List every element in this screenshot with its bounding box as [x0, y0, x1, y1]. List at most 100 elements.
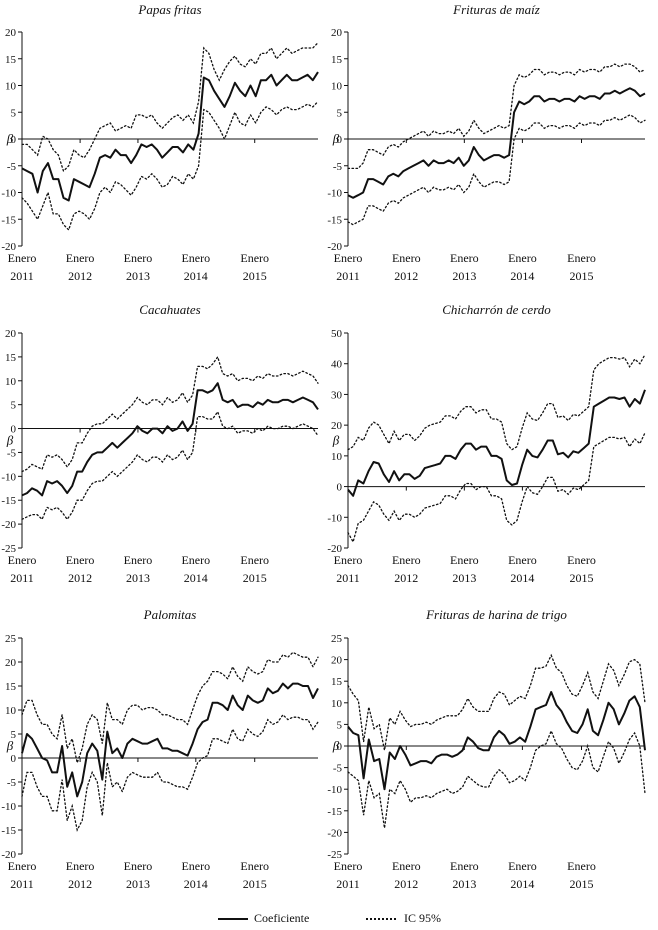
chart-title: Papas fritas — [137, 2, 201, 17]
coef-series-line — [21, 71, 319, 202]
x-tick-label: Enero — [508, 553, 537, 567]
x-tick-year: 2015 — [570, 269, 594, 283]
y-tick-label: -15 — [327, 806, 342, 818]
y-tick-label: 15 — [5, 352, 17, 364]
coef-series-line — [347, 691, 646, 791]
y-tick-label: -20 — [327, 241, 342, 253]
ci-series-line — [347, 432, 646, 544]
chart-title: Cacahuates — [139, 302, 200, 317]
ci-series-line — [21, 713, 319, 832]
y-axis-label: β — [332, 131, 340, 146]
x-tick-year: 2012 — [394, 877, 418, 891]
x-tick-label: Enero — [567, 553, 596, 567]
y-tick-label: -5 — [333, 763, 343, 775]
x-tick-year: 2014 — [184, 269, 208, 283]
x-tick-label: Enero — [240, 251, 269, 265]
coef-series-line — [21, 682, 319, 798]
x-tick-year: 2014 — [184, 571, 208, 585]
y-tick-label: 10 — [5, 81, 17, 93]
y-tick-label: 20 — [331, 27, 343, 39]
y-tick-label: -20 — [327, 543, 342, 555]
y-tick-label: 5 — [337, 719, 343, 731]
x-tick-year: 2014 — [184, 877, 208, 891]
chart-panel-1: Papas fritas -20 -15 -10 -5 0 5 10 15 20 β Enero 201… — [1, 2, 319, 283]
y-tick-label: 10 — [5, 705, 17, 717]
x-tick-label: Enero — [66, 251, 95, 265]
x-tick-label: Enero — [334, 859, 363, 873]
y-tick-label: 0 — [337, 482, 343, 494]
x-tick-year: 2011 — [10, 877, 34, 891]
x-tick-year: 2013 — [452, 877, 476, 891]
legend: Coeficiente IC 95% — [0, 908, 658, 930]
y-tick-label: -25 — [1, 543, 16, 555]
x-tick-label: Enero — [66, 553, 95, 567]
x-tick-label: Enero — [392, 553, 421, 567]
x-tick-label: Enero — [508, 251, 537, 265]
x-tick-label: Enero — [508, 859, 537, 873]
y-tick-label: -5 — [7, 447, 17, 459]
ci-series-line — [21, 410, 319, 521]
x-tick-year: 2013 — [126, 877, 150, 891]
x-tick-label: Enero — [334, 251, 363, 265]
y-tick-label: 10 — [5, 376, 17, 388]
x-tick-year: 2011 — [336, 571, 360, 585]
y-tick-label: 25 — [5, 633, 17, 645]
ci-series-line — [21, 42, 319, 173]
ci-series-line — [21, 100, 319, 232]
y-tick-label: 10 — [331, 81, 343, 93]
y-axis-label: β — [6, 131, 14, 146]
y-tick-label: -15 — [327, 214, 342, 226]
x-tick-year: 2013 — [452, 269, 476, 283]
y-tick-label: 20 — [5, 328, 17, 340]
ci-series-line — [347, 63, 646, 170]
y-tick-label: 10 — [331, 451, 343, 463]
y-tick-label: 5 — [11, 729, 17, 741]
y-tick-label: 15 — [331, 676, 343, 688]
y-tick-label: 0 — [11, 753, 17, 765]
chart-title: Frituras de harina de trigo — [425, 607, 567, 622]
y-tick-label: 15 — [331, 54, 343, 66]
x-tick-label: Enero — [450, 859, 479, 873]
y-tick-label: -20 — [327, 827, 342, 839]
x-tick-year: 2011 — [10, 571, 34, 585]
y-tick-label: 5 — [11, 400, 17, 412]
y-tick-label: -20 — [1, 849, 16, 861]
y-tick-label: 15 — [5, 54, 17, 66]
ci-series-line — [21, 651, 319, 766]
x-tick-label: Enero — [124, 251, 153, 265]
y-tick-label: 30 — [331, 389, 343, 401]
x-tick-year: 2011 — [336, 269, 360, 283]
legend-ci-swatch — [366, 918, 396, 920]
x-tick-year: 2014 — [510, 571, 534, 585]
ci-series-line — [347, 353, 646, 451]
y-tick-label: -15 — [1, 495, 16, 507]
y-tick-label: 40 — [331, 359, 343, 371]
y-tick-label: 20 — [331, 420, 343, 432]
y-tick-label: 0 — [11, 424, 17, 436]
x-tick-year: 2013 — [452, 571, 476, 585]
y-tick-label: -10 — [1, 471, 16, 483]
y-tick-label: -10 — [1, 188, 16, 200]
x-tick-label: Enero — [334, 553, 363, 567]
chart-title: Chicharrón de cerdo — [442, 302, 551, 317]
y-axis-label: β — [332, 433, 340, 448]
legend-ci-label: IC 95% — [404, 911, 441, 925]
ci-series-line — [347, 729, 646, 829]
figure-grid: Papas fritas-20-15-10-505101520βEnero201… — [1, 2, 646, 891]
chart-panel-3: Cacahuates -25 -20 -15 -10 -5 0 5 10 15 20 β Enero 20… — [1, 302, 319, 585]
x-tick-label: Enero — [124, 553, 153, 567]
chart-title: Palomitas — [143, 607, 197, 622]
y-tick-label: -25 — [327, 849, 342, 861]
x-tick-label: Enero — [66, 859, 95, 873]
x-tick-label: Enero — [567, 251, 596, 265]
x-tick-label: Enero — [124, 859, 153, 873]
y-tick-label: 0 — [11, 134, 17, 146]
y-tick-label: 15 — [5, 681, 17, 693]
x-tick-label: Enero — [8, 553, 37, 567]
chart-title: Frituras de maíz — [452, 2, 540, 17]
y-tick-label: -15 — [1, 825, 16, 837]
chart-panel-2: Frituras de maíz -20 -15 -10 -5 0 5 10 15 20 β Ener… — [327, 2, 646, 283]
x-tick-label: Enero — [8, 251, 37, 265]
ci-series-line — [21, 355, 319, 473]
y-tick-label: 5 — [337, 107, 343, 119]
